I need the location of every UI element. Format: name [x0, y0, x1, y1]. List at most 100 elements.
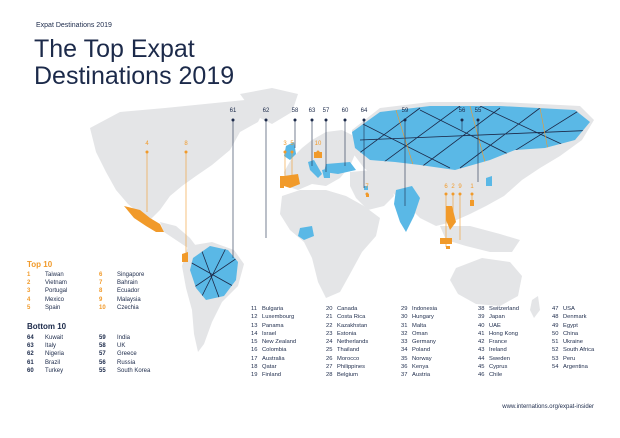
land-africa: [280, 190, 380, 298]
map-pins: [145, 118, 480, 258]
list-item: 58 UK: [99, 343, 126, 350]
list-item: 10 Czechia: [99, 304, 139, 311]
top10-countries: [124, 152, 474, 262]
list-item: 62 Nigeria: [27, 351, 65, 358]
list-item: 13 Panama: [251, 322, 284, 329]
list-item: 45 Cyprus: [478, 364, 508, 371]
list-item: 30 Hungary: [401, 314, 434, 321]
list-item: 25 Thailand: [326, 347, 360, 354]
list-item: 51 Ukraine: [552, 339, 583, 346]
map-label-64: 64: [361, 108, 368, 114]
map-label-60: 60: [342, 108, 349, 114]
list-item: 34 Poland: [401, 347, 431, 354]
page-title: The Top Expat Destinations 2019: [34, 36, 294, 90]
country-portugal: [280, 176, 284, 188]
country-brazil: [190, 246, 238, 300]
list-item: 47 USA: [552, 306, 575, 312]
list-item: 59 India: [99, 335, 131, 341]
list-item: 17 Australia: [251, 355, 285, 362]
list-item: 20 Canada: [326, 306, 358, 312]
country-kuwait: [364, 186, 368, 190]
list-item: 40 UAE: [478, 322, 501, 329]
title-line-2: Destinations 2019: [34, 62, 235, 90]
list-item: 46 Chile: [478, 372, 503, 379]
list-item: 43 Ireland: [478, 347, 507, 354]
list-item: 31 Malta: [401, 322, 427, 329]
country-singapore: [446, 246, 450, 249]
country-greece: [322, 168, 330, 178]
country-italy: [308, 160, 322, 178]
land-europe: [284, 130, 356, 190]
list-item: 4 Mexico: [27, 296, 65, 303]
list-item: 63 Italy: [27, 343, 57, 350]
map-label-1: 1: [470, 184, 474, 190]
bottom10-list-col2: 59 India 58 UK 57 Greece 56 Russia 55 South K…: [99, 334, 150, 375]
map-label-2: 2: [451, 184, 455, 190]
list-item: 61 Brazil: [27, 359, 61, 366]
list-item: 7 Bahrain: [99, 280, 138, 287]
top10-list-col1: 1 Taiwan 2 Vietnam 3 Portugal 4 Mexico 5 Spai…: [27, 271, 67, 312]
land-central-america: [160, 222, 196, 248]
list-item: 49 Egypt: [552, 322, 578, 329]
map-label-6: 6: [444, 184, 448, 190]
list-item: 35 Norway: [401, 355, 432, 362]
list-item: 16 Colombia: [251, 347, 287, 354]
list-item: 57 Greece: [99, 351, 137, 358]
country-ecuador: [182, 252, 188, 262]
ranks-47-54: 47 USA 48 Denmark 49 Egypt 50 China 51 Ukrain…: [552, 305, 594, 371]
list-item: 12 Luxembourg: [251, 314, 295, 321]
ranks-38-46: 38 Switzerland 39 Japan 40 UAE 41 Hong Kong …: [478, 305, 519, 380]
map-label-56: 56: [459, 108, 466, 114]
list-item: 5 Spain: [27, 304, 61, 311]
footer-url: www.internations.org/expat-insider: [502, 404, 594, 410]
country-india: [394, 186, 420, 232]
list-item: 52 South Africa: [552, 347, 595, 354]
map-label-61: 61: [230, 108, 237, 114]
bottom10-countries: [190, 106, 590, 300]
list-item: 23 Estonia: [326, 330, 357, 337]
land-greenland: [240, 88, 298, 124]
list-item: 55 South Korea: [99, 367, 151, 374]
list-item: 39 Japan: [478, 314, 505, 321]
ranks-11-19: 11 Bulgaria 12 Luxembourg 13 Panama 14 Israe…: [251, 305, 296, 380]
list-item: 11 Bulgaria: [251, 306, 284, 312]
list-item: 19 Finland: [251, 372, 282, 379]
list-item: 1 Taiwan: [27, 272, 64, 278]
bottom10-heading: Bottom 10: [27, 322, 67, 331]
map-label-8: 8: [184, 141, 188, 147]
list-item: 44 Sweden: [478, 355, 510, 362]
list-item: 3 Portugal: [27, 288, 68, 295]
country-russia: [352, 106, 590, 170]
map-label-5: 5: [290, 141, 294, 147]
map-label-59: 59: [402, 108, 409, 114]
country-spain: [284, 174, 300, 188]
list-item: 38 Switzerland: [478, 306, 519, 312]
map-label-55: 55: [475, 108, 482, 114]
list-item: 33 Germany: [401, 339, 436, 346]
list-item: 22 Kazakhstan: [326, 322, 368, 329]
list-item: 15 New Zealand: [251, 339, 297, 346]
map-label-4: 4: [145, 141, 149, 147]
russia-line-pattern: [352, 106, 590, 169]
list-item: 48 Denmark: [552, 314, 587, 321]
ranks-20-28: 20 Canada 21 Costa Rica 22 Kazakhstan 23 Est…: [326, 305, 368, 380]
map-rank-labels: 61 62 58 63 57 60 64 59 56 55 4 8 3 5 10…: [145, 108, 482, 190]
land-new-zealand: [530, 296, 540, 318]
list-item: 8 Ecuador: [99, 288, 140, 295]
country-vietnam: [446, 206, 456, 230]
list-item: 36 Kenya: [401, 364, 429, 371]
list-item: 2 Vietnam: [27, 280, 67, 287]
list-item: 53 Peru: [552, 355, 576, 362]
list-item: 18 Qatar: [251, 364, 277, 371]
map-label-58: 58: [292, 108, 299, 114]
list-item: 42 France: [478, 339, 508, 346]
list-item: 27 Philippines: [326, 364, 366, 371]
map-label-63: 63: [309, 108, 316, 114]
list-item: 41 Hong Kong: [478, 330, 519, 337]
list-item: 32 Oman: [401, 330, 428, 337]
map-label-57: 57: [323, 108, 330, 114]
map-label-9: 9: [458, 184, 462, 190]
country-turkey: [324, 162, 356, 174]
